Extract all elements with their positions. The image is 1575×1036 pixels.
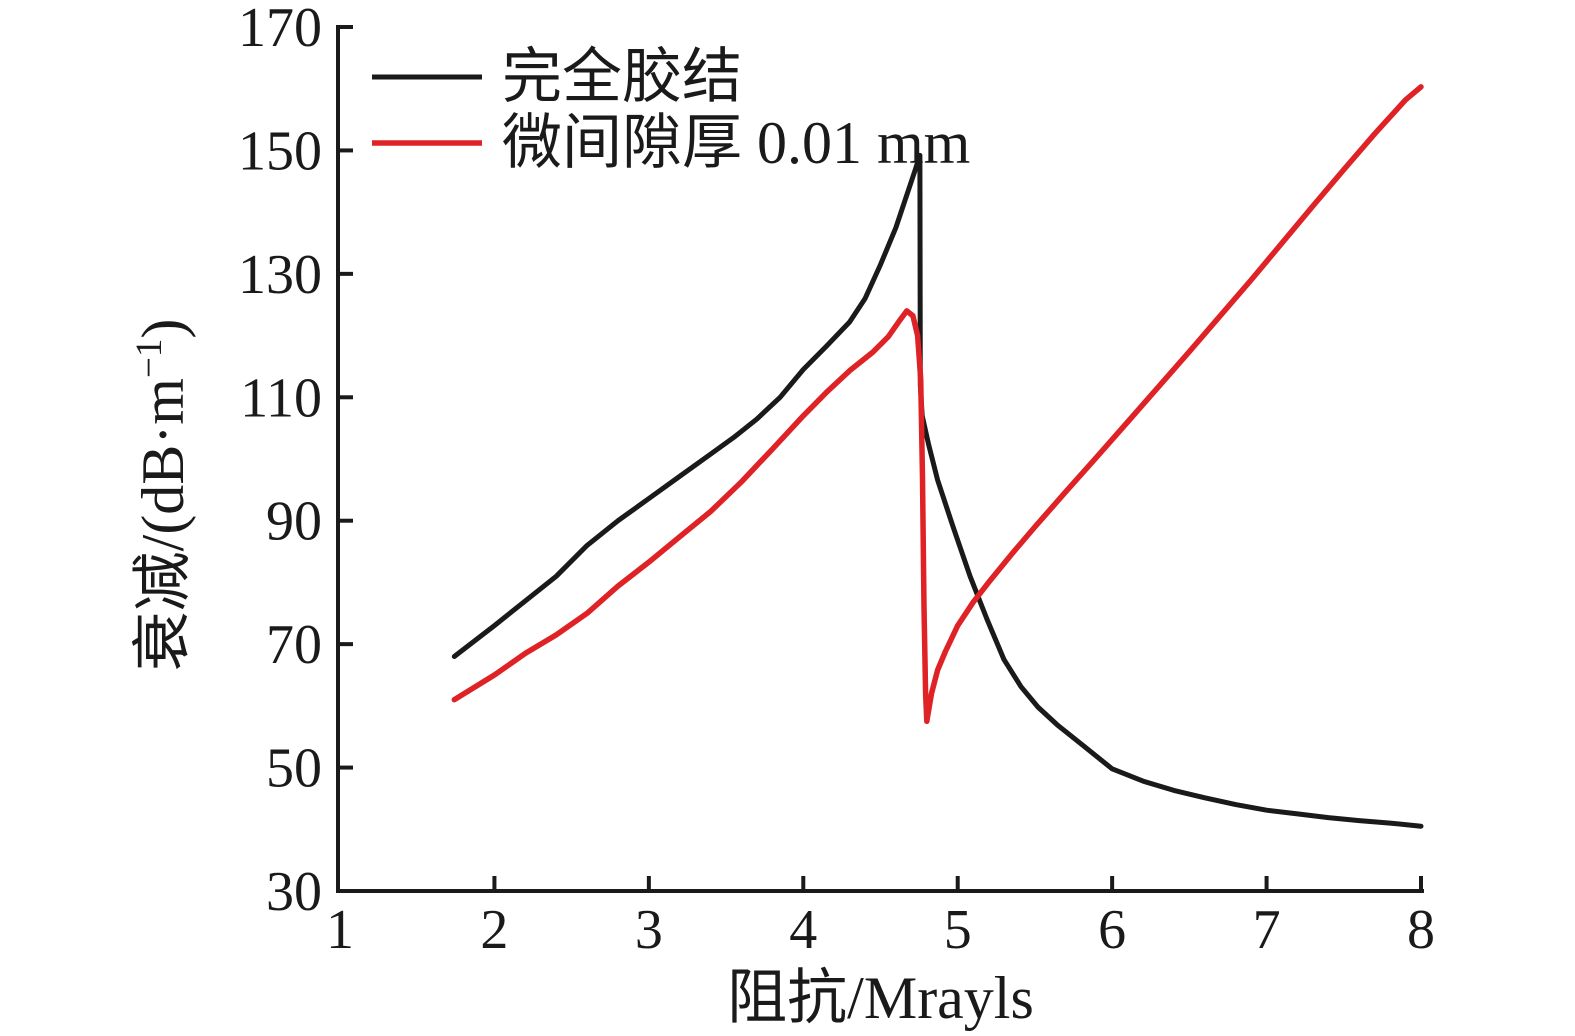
x-tick-label: 2 bbox=[480, 899, 508, 961]
y-tick-label: 170 bbox=[238, 0, 322, 59]
legend-label: 微间隙厚 0.01 mm bbox=[502, 110, 970, 176]
y-tick-label: 90 bbox=[266, 491, 322, 553]
series-line-0 bbox=[451, 152, 1424, 829]
x-tick-label: 5 bbox=[944, 899, 972, 961]
x-tick-label: 3 bbox=[635, 899, 663, 961]
axes: 1 2 3 4 5 6 7 8 30 50 70 90 110 130 150 170 bbox=[238, 0, 1435, 961]
x-tick-label: 4 bbox=[789, 899, 817, 961]
x-axis-title: 阻抗/Mrayls bbox=[727, 965, 1034, 1031]
y-tick-label: 150 bbox=[238, 120, 322, 182]
y-tick-label: 130 bbox=[238, 244, 322, 306]
y-tick-label: 30 bbox=[266, 861, 322, 923]
x-tick-label: 1 bbox=[326, 899, 354, 961]
legend-label: 完全胶结 bbox=[502, 44, 742, 110]
y-tick-label: 50 bbox=[266, 738, 322, 800]
y-axis-title: 衰减/(dB·m−1) bbox=[129, 319, 196, 672]
series-line-1 bbox=[451, 84, 1424, 725]
y-tick-label: 110 bbox=[240, 367, 322, 429]
x-tick-label: 6 bbox=[1098, 899, 1126, 961]
x-tick-label: 7 bbox=[1253, 899, 1281, 961]
x-tick-label: 8 bbox=[1407, 899, 1435, 961]
y-tick-label: 70 bbox=[266, 614, 322, 676]
